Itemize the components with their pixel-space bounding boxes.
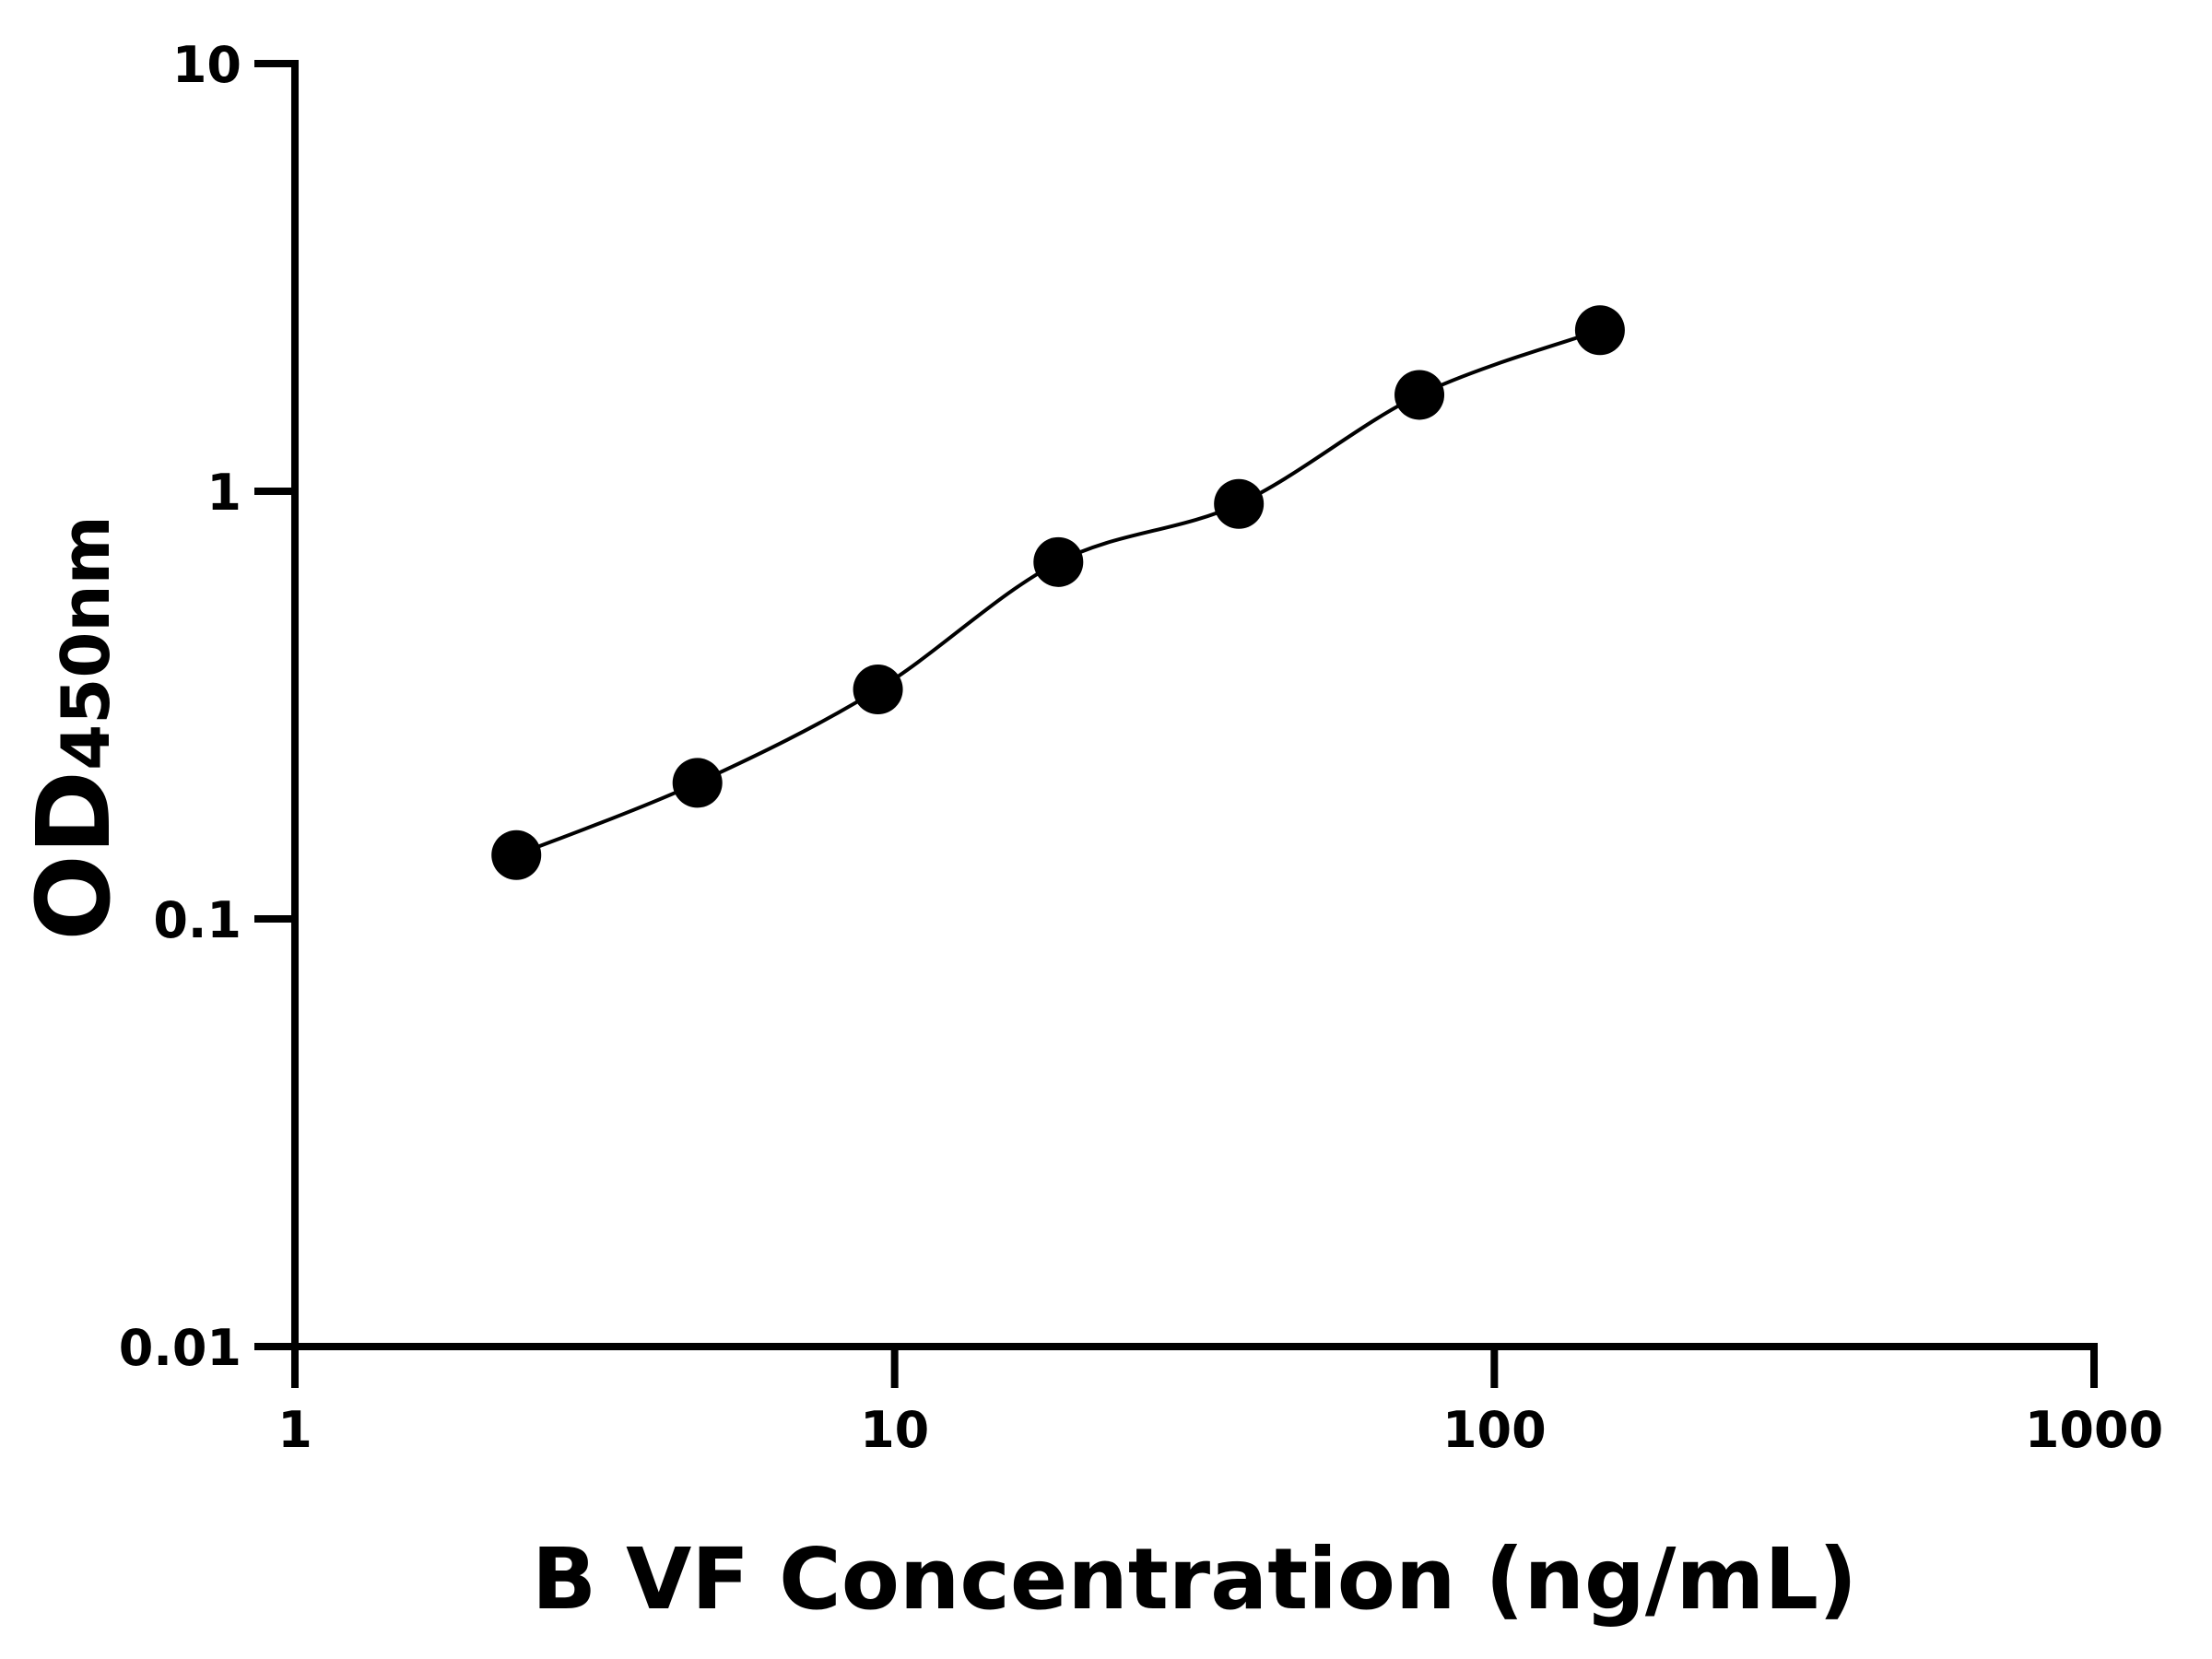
data-point [1214,478,1265,529]
x-axis-title: B VF Concentration (ng/mL) [532,1530,1857,1629]
data-point [1033,536,1084,587]
y-axis-title: OD450nm [15,515,133,940]
data-point [672,758,723,808]
y-tick-label: 0.1 [153,891,241,949]
y-axis-title-sub: 450nm [47,515,124,771]
x-ticks: 1 10 100 1000 [277,1347,2163,1459]
data-point [853,665,903,715]
x-tick-label: 1000 [2025,1401,2163,1459]
plot-marks [491,305,1625,880]
data-point [1394,370,1445,420]
x-tick-label: 100 [1442,1401,1547,1459]
y-tick-label: 0.01 [119,1319,241,1377]
data-point [491,830,542,880]
y-axis-title-main: OD [15,771,133,941]
x-tick-label: 1 [277,1401,312,1459]
y-tick-label: 1 [206,464,241,522]
x-tick-label: 10 [860,1401,929,1459]
y-tick-label: 10 [172,36,241,94]
y-ticks: 0.01 0.1 1 10 [119,36,295,1377]
data-point [1574,305,1625,356]
